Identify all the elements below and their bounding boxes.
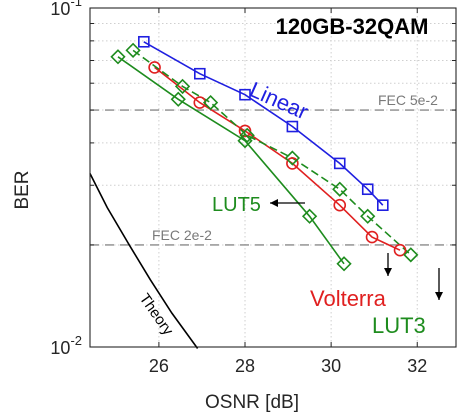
data-point — [284, 150, 301, 166]
data-point — [202, 94, 219, 111]
data-point — [365, 230, 379, 244]
chart-title: 120GB-32QAM — [276, 14, 429, 39]
data-point — [336, 256, 352, 272]
data-point — [393, 243, 407, 257]
data-markers — [110, 35, 419, 272]
y-tick-label: 10-2 — [50, 333, 82, 358]
data-point — [361, 183, 374, 196]
y-axis-label: BER — [12, 170, 33, 209]
data-point — [376, 199, 389, 211]
data-point — [193, 96, 207, 109]
data-point — [170, 91, 186, 107]
plot-frame — [89, 7, 457, 348]
x-tick-label: 28 — [235, 356, 255, 376]
data-point — [237, 133, 253, 149]
data-point — [333, 198, 347, 212]
x-axis-label: OSNR [dB] — [205, 392, 299, 413]
lut5-arrow-head — [270, 199, 278, 207]
series-line-theory — [89, 173, 199, 349]
fec-threshold-lines: FEC 5e-2 FEC 2e-2 — [90, 92, 456, 246]
series-label-volterra: Volterra — [310, 286, 387, 311]
lut3-arrow-head — [435, 292, 443, 300]
data-point — [239, 127, 255, 143]
data-point — [125, 42, 141, 58]
data-point — [332, 181, 348, 197]
series-label-lut5: LUT5 — [212, 194, 261, 216]
axes: 26 28 30 32 10-1 10-2 — [50, 0, 457, 376]
data-point — [286, 120, 299, 133]
data-point — [360, 208, 376, 224]
data-point — [286, 157, 299, 170]
volterra-arrow-head — [384, 268, 392, 276]
series-line-linear — [143, 41, 384, 206]
x-tick-label: 30 — [321, 356, 341, 376]
x-tick-label: 26 — [149, 356, 169, 376]
data-point — [333, 157, 346, 170]
data-point — [148, 61, 161, 74]
data-point — [174, 78, 191, 95]
series-label-lut3: LUT3 — [372, 313, 426, 338]
fec-label: FEC 5e-2 — [378, 92, 438, 108]
x-tick-label: 32 — [407, 356, 427, 376]
y-tick-label: 10-1 — [50, 0, 82, 19]
fec-label: FEC 2e-2 — [152, 227, 212, 243]
data-point — [110, 49, 126, 65]
data-point — [403, 247, 419, 263]
data-point — [194, 67, 206, 80]
data-point — [301, 208, 318, 224]
data-point — [239, 88, 251, 101]
data-point — [238, 124, 252, 138]
data-point — [138, 35, 150, 48]
